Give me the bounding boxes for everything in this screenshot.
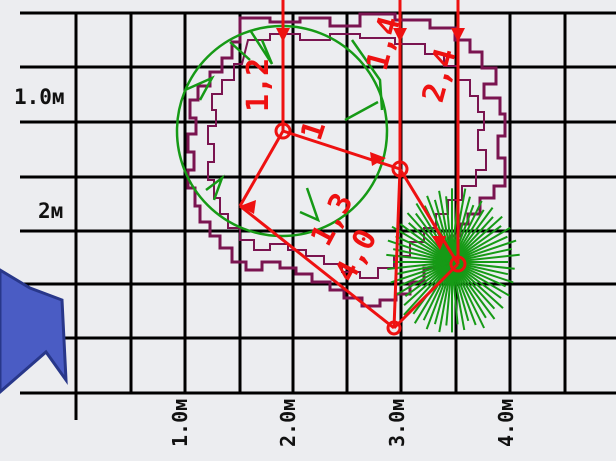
shrub-ray <box>451 261 485 329</box>
y-axis-label-2: 2м <box>36 199 66 223</box>
x-axis-label-2: 2.0м <box>276 398 300 447</box>
shrub-ray <box>451 261 515 270</box>
shrub-ray <box>451 261 510 297</box>
shrub-ray <box>451 261 507 288</box>
shrub-ray <box>451 261 509 276</box>
x-axis-label-1: 1.0м <box>168 398 192 447</box>
shrub-ray <box>390 261 453 284</box>
x-axis-label-3: 3.0м <box>385 398 409 447</box>
shrub-ray <box>413 261 453 324</box>
shrub-ray <box>451 261 514 284</box>
measurement-arrows <box>240 28 465 250</box>
grid <box>20 11 616 420</box>
shrub-ray <box>415 202 453 263</box>
y-axis-label-1: 1.0м <box>12 85 67 109</box>
shrub-ray <box>398 261 453 287</box>
shrub-ray <box>451 196 471 263</box>
measure-label-1: 1,2 <box>241 58 276 112</box>
shrub-ray <box>403 261 453 307</box>
shrub-ray <box>391 225 453 263</box>
x-axis-label-4: 4.0м <box>494 398 518 447</box>
shrub-ray <box>394 261 453 276</box>
shrub-ray <box>422 261 453 321</box>
shrub-ray <box>451 261 477 326</box>
shrub-ray <box>451 261 466 331</box>
tree-crown <box>175 24 389 238</box>
shrub-ray <box>451 215 503 263</box>
shrub-ray <box>387 261 453 270</box>
shrub-ray <box>426 195 453 263</box>
shrub-ray <box>392 248 453 263</box>
shrub-ray <box>403 261 453 316</box>
shrub-ray <box>399 223 453 263</box>
shrub-ray <box>451 226 511 263</box>
pointer-arrow-icon <box>0 268 68 394</box>
shrub-ray <box>406 212 453 263</box>
shrub-ray <box>395 261 453 296</box>
shrub-ray <box>395 235 453 263</box>
measurement-points <box>274 122 467 336</box>
shrub-ray <box>451 261 502 299</box>
